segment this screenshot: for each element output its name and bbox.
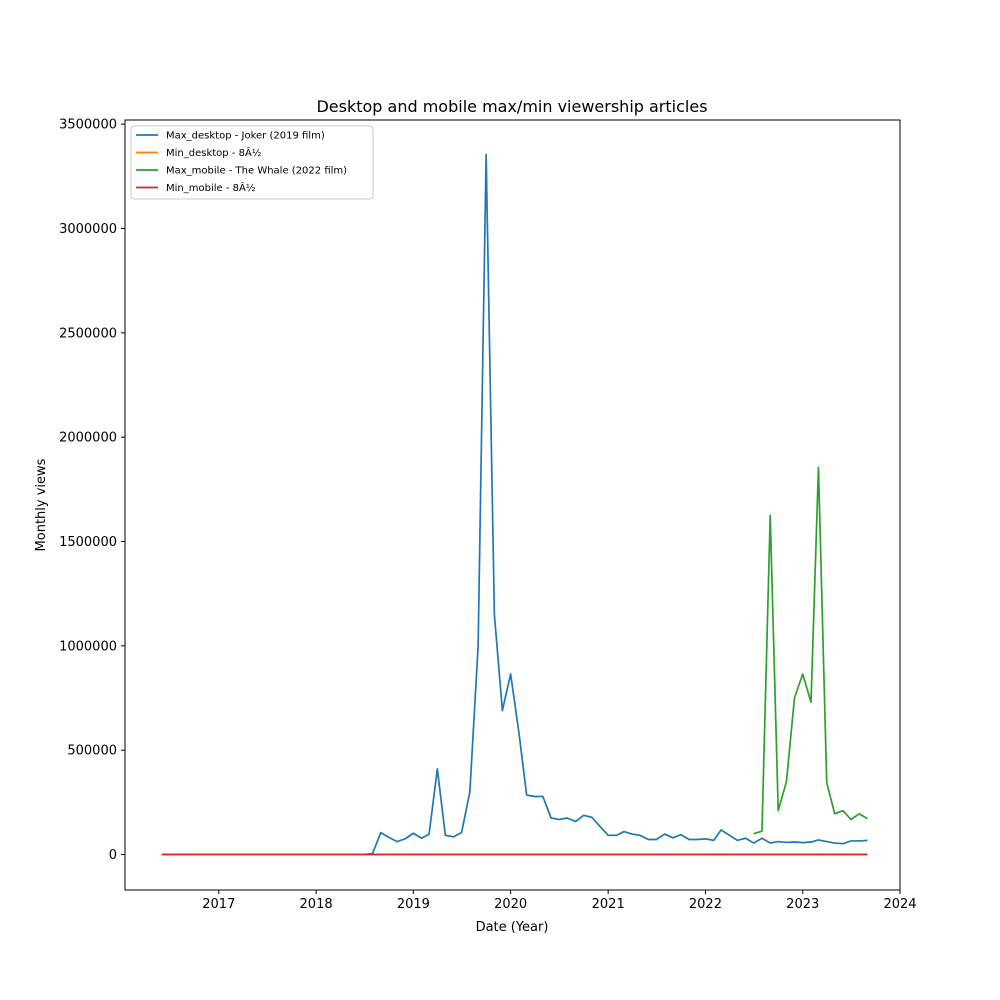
legend-box <box>130 125 374 200</box>
y-axis: 0 500000 1000000 1500000 2000000 2500000 30000… <box>59 118 125 863</box>
legend-label-1: Min_desktop - 8Â½ <box>166 146 262 159</box>
y-tick-label: 3500000 <box>59 118 117 133</box>
x-tick-label: 2022 <box>689 897 722 912</box>
y-tick-label: 1000000 <box>59 639 117 654</box>
legend-label-0: Max_desktop - Joker (2019 film) <box>166 131 325 142</box>
y-tick-label: 1500000 <box>59 535 117 550</box>
legend: Max_desktop - Joker (2019 film) Min_deskt… <box>130 125 374 200</box>
x-axis: 2017 2018 2019 2020 2021 2022 2023 2024 <box>202 890 917 912</box>
legend-label-3: Min_mobile - 8Â½ <box>166 181 256 194</box>
y-tick-label: 0 <box>109 848 117 863</box>
y-tick-label: 2000000 <box>59 431 117 446</box>
chart-title: Desktop and mobile max/min viewership ar… <box>316 97 707 116</box>
series-line-0 <box>364 153 868 856</box>
y-tick-label: 3000000 <box>59 222 117 237</box>
y-axis-label: Monthly views <box>34 458 49 551</box>
x-tick-label: 2021 <box>592 897 625 912</box>
plot-lines <box>161 153 868 856</box>
y-tick-label: 2500000 <box>59 326 117 341</box>
x-axis-label: Date (Year) <box>476 920 549 935</box>
y-tick-label: 500000 <box>67 744 117 759</box>
plot-frame <box>124 119 901 891</box>
x-tick-label: 2017 <box>202 897 235 912</box>
series-line-2 <box>753 466 868 835</box>
legend-label-2: Max_mobile - The Whale (2022 film) <box>166 166 347 177</box>
x-tick-label: 2024 <box>883 897 916 912</box>
x-tick-label: 2023 <box>786 897 819 912</box>
x-tick-label: 2019 <box>397 897 430 912</box>
x-tick-label: 2020 <box>494 897 527 912</box>
x-tick-label: 2018 <box>300 897 333 912</box>
